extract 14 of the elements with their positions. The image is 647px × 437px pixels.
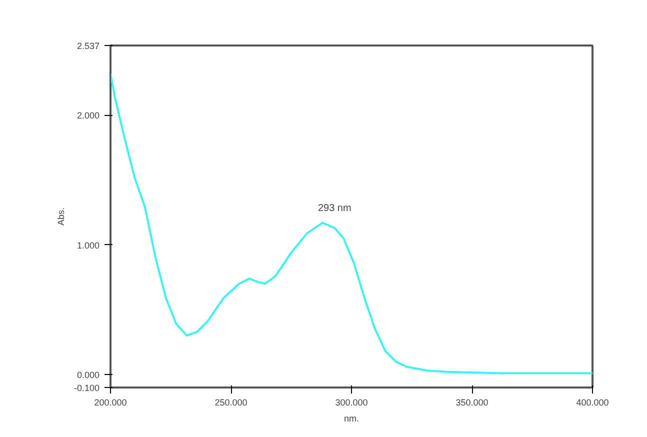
y-tick-label: 0.000 <box>76 370 100 380</box>
line-series <box>110 72 592 374</box>
x-tick-label: 400.000 <box>576 398 609 408</box>
y-axis-title: Abs. <box>56 207 66 226</box>
x-axis-title: nm. <box>344 414 360 424</box>
x-tick-label: 350.000 <box>456 398 488 408</box>
x-tick-label: 300.000 <box>335 398 368 408</box>
y-tick-label: 1.000 <box>76 240 100 250</box>
annotation: 293 nm <box>318 202 352 214</box>
x-tick-label: 200.000 <box>94 398 127 408</box>
y-tick-label: 2.537 <box>76 41 100 51</box>
y-tick-label: -0.100 <box>74 383 100 393</box>
y-tick-label: 2.000 <box>76 110 100 121</box>
x-tick-label: 250.000 <box>214 398 248 408</box>
